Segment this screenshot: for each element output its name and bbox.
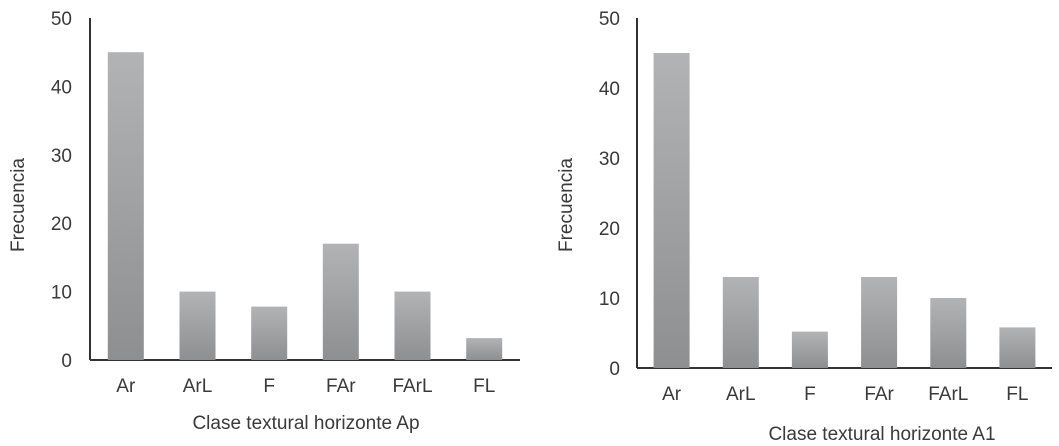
y-tick-label: 40: [51, 77, 72, 98]
bar-ar: [107, 52, 144, 360]
bar-far: [861, 277, 898, 368]
y-tick-labels: 0 10 20 30 40 50: [51, 9, 72, 372]
y-tick-label: 50: [51, 9, 72, 30]
bar-fl: [466, 338, 503, 360]
x-tick-label: F: [263, 376, 275, 397]
chart-a1: 0 10 20 30 40 50 Ar ArL F FAr FArL FL Frecuencia C…: [556, 9, 1052, 445]
bar-series: [107, 52, 503, 360]
x-tick-label: FL: [473, 376, 495, 397]
x-tick-label: FL: [1006, 384, 1028, 405]
chart-ap: 0 10 20 30 40 50 Ar ArL F FAr FArL FL Frecuencia C…: [8, 9, 520, 434]
x-tick-labels: Ar ArL F FAr FArL FL: [662, 384, 1028, 405]
y-tick-label: 10: [599, 289, 620, 310]
x-tick-label: ArL: [183, 376, 213, 397]
y-axis-title: Frecuencia: [8, 158, 29, 252]
y-tick-label: 20: [599, 219, 620, 240]
x-tick-label: ArL: [726, 384, 756, 405]
y-tick-labels: 0 10 20 30 40 50: [599, 9, 620, 380]
bar-fl: [999, 327, 1036, 368]
x-tick-label: FArL: [392, 376, 432, 397]
bar-f: [251, 306, 288, 360]
x-tick-label: FArL: [928, 384, 968, 405]
x-axis-title: Clase textural horizonte Ap: [192, 413, 419, 434]
y-tick-label: 30: [51, 146, 72, 167]
bar-far: [322, 243, 359, 360]
bar-f: [791, 331, 828, 368]
bar-farl: [394, 291, 431, 360]
y-tick-label: 40: [599, 79, 620, 100]
bar-arl: [722, 277, 759, 368]
y-tick-label: 0: [609, 359, 620, 380]
bar-arl: [179, 291, 216, 360]
y-tick-label: 20: [51, 214, 72, 235]
x-tick-labels: Ar ArL F FAr FArL FL: [116, 376, 495, 397]
x-tick-label: FAr: [864, 384, 894, 405]
bar-ar: [653, 53, 690, 368]
y-tick-label: 10: [51, 283, 72, 304]
bar-farl: [930, 298, 967, 368]
x-tick-label: F: [804, 384, 816, 405]
y-axis-title: Frecuencia: [556, 158, 577, 252]
x-tick-label: FAr: [326, 376, 356, 397]
x-axis-title: Clase textural horizonte A1: [768, 424, 995, 445]
bar-series: [653, 53, 1036, 368]
y-tick-label: 50: [599, 9, 620, 30]
y-tick-label: 0: [61, 351, 72, 372]
x-tick-label: Ar: [662, 384, 682, 405]
y-tick-label: 30: [599, 149, 620, 170]
x-tick-label: Ar: [116, 376, 136, 397]
